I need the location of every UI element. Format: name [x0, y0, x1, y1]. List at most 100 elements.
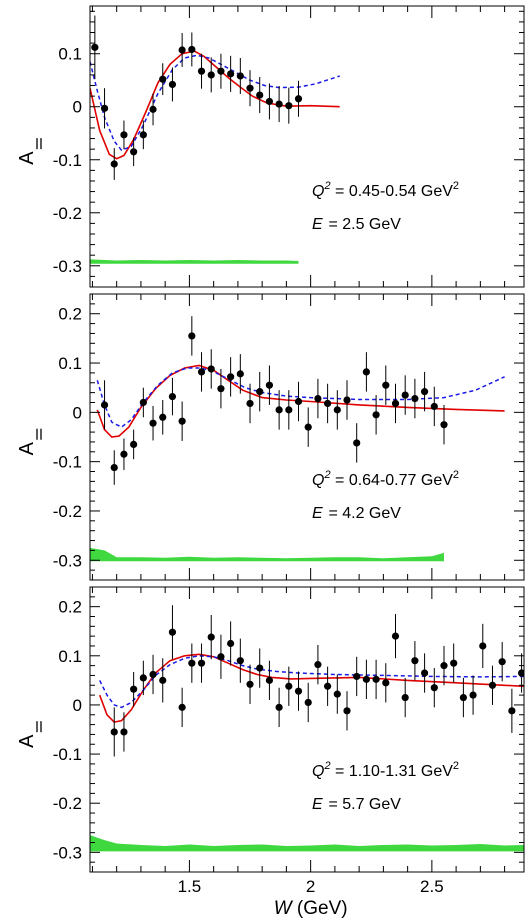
beam-energy-annotation: E = 2.5 GeV — [312, 216, 401, 233]
data-point — [411, 394, 419, 403]
data-point — [188, 45, 196, 54]
data-point — [353, 672, 361, 681]
data-point — [420, 388, 429, 396]
data-point — [333, 690, 341, 698]
y-tick-label: -0.3 — [53, 843, 82, 862]
data-point — [149, 105, 157, 113]
data-point — [362, 368, 371, 376]
data-point — [294, 397, 303, 406]
data-point — [440, 662, 448, 670]
data-point — [197, 368, 206, 376]
data-point — [130, 685, 138, 693]
beam-energy-annotation: E = 4.2 GeV — [312, 505, 401, 522]
data-point — [343, 707, 351, 715]
data-point — [265, 676, 274, 684]
data-point — [227, 70, 235, 78]
data-point — [285, 406, 293, 414]
data-point — [324, 399, 332, 408]
data-point — [353, 439, 361, 447]
y-tick-label: 0 — [73, 403, 82, 422]
y-tick-label: 0.2 — [58, 598, 82, 617]
data-point — [91, 43, 99, 51]
data-point — [256, 91, 264, 99]
data-point — [236, 370, 244, 378]
x-axis-label: W (GeV) — [274, 898, 348, 919]
plot-area — [90, 605, 524, 852]
data-point — [362, 675, 371, 683]
data-point — [236, 657, 244, 665]
data-point — [130, 440, 138, 448]
data-point — [324, 682, 332, 690]
data-point — [236, 72, 244, 80]
data-point — [159, 413, 167, 421]
y-axis-label-text: A — [16, 734, 38, 748]
y-tick-label: -0.1 — [53, 745, 82, 764]
panel-frame — [89, 293, 525, 581]
data-point — [217, 385, 225, 393]
data-point — [246, 399, 254, 408]
data-point — [120, 728, 128, 736]
data-point — [197, 659, 206, 667]
model-curve-solid — [90, 50, 340, 160]
data-point — [110, 463, 118, 472]
data-point — [168, 80, 177, 89]
y-tick-label: 0 — [73, 696, 82, 715]
data-point — [440, 421, 448, 429]
data-point — [285, 102, 293, 110]
y-tick-label: -0.1 — [53, 151, 82, 170]
y-tick-label: -0.2 — [53, 794, 82, 813]
data-point — [168, 392, 177, 401]
y-tick-label: -0.2 — [53, 502, 82, 521]
data-point — [168, 628, 177, 636]
panel-frame — [89, 586, 525, 873]
data-point — [459, 693, 467, 702]
data-point — [314, 394, 322, 403]
y-tick-label: -0.2 — [53, 204, 82, 223]
data-point — [275, 100, 283, 108]
data-point — [275, 406, 283, 414]
data-point — [246, 680, 254, 688]
data-point — [469, 691, 477, 699]
data-point — [227, 639, 235, 648]
data-point — [294, 95, 303, 103]
data-point — [498, 658, 506, 666]
data-point — [188, 659, 196, 667]
panel-2: -0.3 -0.2 -0.1 0 0.1 0.2 A Q2 = 0.64-0.77 GeV2 E… — [16, 293, 525, 581]
data-point — [517, 669, 524, 677]
model-curve-dashed — [90, 54, 340, 152]
data-point — [197, 67, 206, 75]
data-point — [178, 703, 186, 711]
data-point — [149, 419, 157, 427]
y-tick-label: 0.1 — [58, 354, 82, 373]
data-point — [207, 365, 215, 373]
data-point — [479, 642, 487, 650]
data-point — [110, 728, 118, 736]
q2-annotation: Q2 = 1.10-1.31 GeV2 — [312, 760, 459, 780]
model-curve-solid — [98, 653, 524, 723]
data-point — [207, 71, 215, 79]
data-point — [508, 707, 516, 715]
data-point — [178, 417, 186, 425]
data-point — [304, 423, 312, 431]
panel-frame — [89, 5, 525, 288]
y-axis-label-text: A — [16, 151, 38, 165]
y-axis-label: A — [16, 428, 42, 455]
data-point — [100, 104, 109, 112]
data-point — [139, 398, 147, 407]
data-point — [333, 406, 341, 414]
data-point — [372, 411, 380, 419]
data-point — [275, 703, 283, 711]
data-point — [217, 67, 225, 75]
data-point — [304, 698, 312, 707]
q2-annotation: Q2 = 0.45-0.54 GeV2 — [312, 180, 459, 200]
beam-energy-annotation: E = 5.7 GeV — [312, 796, 401, 813]
data-point — [382, 679, 390, 687]
data-point — [256, 388, 264, 396]
data-point — [430, 402, 438, 411]
panel-3: -0.3 -0.2 -0.1 0 0.1 0.2 1.5 2 2.5 A W (GeV) Q2 = 1… — [16, 586, 525, 919]
data-point — [139, 131, 147, 139]
data-point — [159, 676, 167, 684]
data-point — [120, 450, 128, 458]
data-point — [314, 661, 322, 669]
